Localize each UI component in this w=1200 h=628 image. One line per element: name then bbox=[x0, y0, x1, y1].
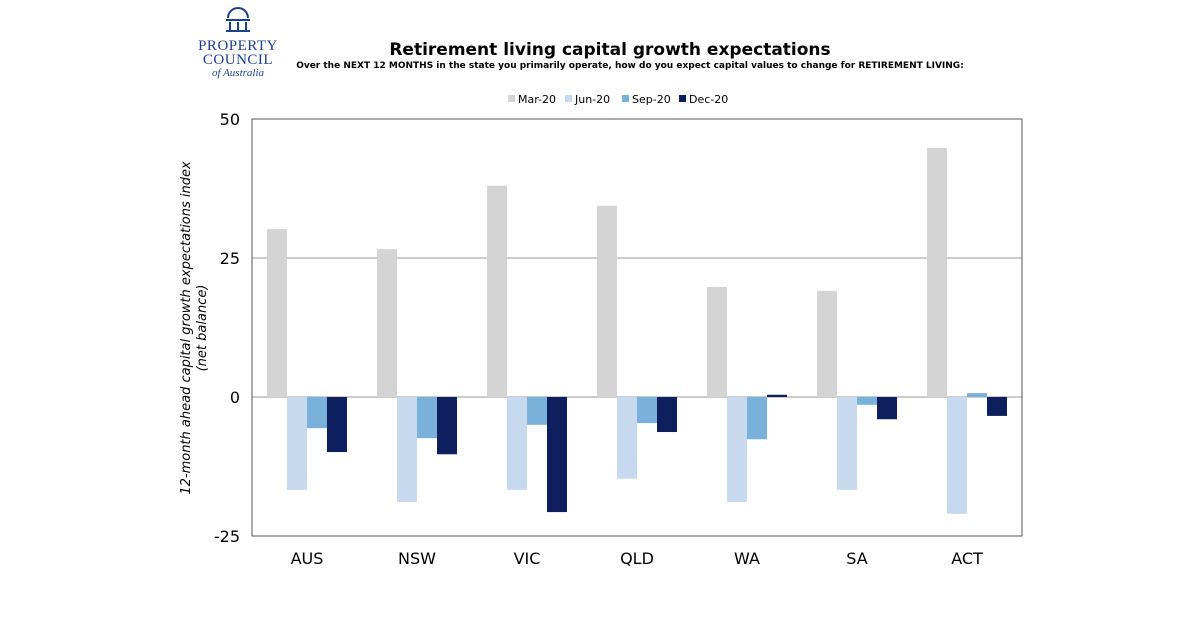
bar-nsw-dec-20 bbox=[437, 397, 457, 455]
plot-area-border bbox=[251, 118, 1023, 537]
legend-label: Sep-20 bbox=[632, 93, 671, 106]
bar-vic-sep-20 bbox=[527, 397, 547, 425]
y-tick-label: 0 bbox=[230, 388, 240, 407]
x-tick-label: AUS bbox=[291, 549, 324, 568]
logo-line3: of Australia bbox=[211, 67, 265, 79]
y-axis-label-line: 12-month ahead capital growth expectatio… bbox=[179, 161, 194, 495]
bar-aus-sep-20 bbox=[307, 397, 327, 429]
chart-subtitle: Over the NEXT 12 MONTHS in the state you… bbox=[296, 61, 964, 71]
legend-swatch bbox=[508, 95, 515, 102]
bar-act-sep-20 bbox=[967, 393, 987, 397]
x-tick-label: SA bbox=[846, 549, 867, 568]
y-tick-label: 25 bbox=[220, 249, 240, 268]
bar-nsw-jun-20 bbox=[397, 397, 417, 503]
bar-aus-dec-20 bbox=[327, 397, 347, 453]
bar-vic-dec-20 bbox=[547, 397, 567, 513]
bar-nsw-sep-20 bbox=[417, 397, 437, 439]
y-tick-label: -25 bbox=[214, 527, 240, 546]
bar-vic-jun-20 bbox=[507, 397, 527, 490]
legend-label: Dec-20 bbox=[689, 93, 728, 106]
bar-act-dec-20 bbox=[987, 397, 1007, 416]
legend-swatch bbox=[622, 95, 629, 102]
x-tick-label: ACT bbox=[951, 549, 983, 568]
bar-sa-sep-20 bbox=[857, 397, 877, 405]
legend-label: Jun-20 bbox=[574, 93, 610, 106]
bar-sa-dec-20 bbox=[877, 397, 897, 420]
bar-wa-mar-20 bbox=[707, 286, 727, 397]
bar-wa-dec-20 bbox=[767, 394, 787, 397]
bar-nsw-mar-20 bbox=[377, 249, 397, 397]
bar-aus-mar-20 bbox=[267, 229, 287, 397]
x-tick-label: WA bbox=[734, 549, 760, 568]
logo-line2: COUNCIL bbox=[202, 52, 274, 68]
y-axis-label-line: (net balance) bbox=[195, 285, 210, 372]
y-axis-label: 12-month ahead capital growth expectatio… bbox=[179, 161, 210, 495]
x-tick-label: QLD bbox=[620, 549, 654, 568]
legend-label: Mar-20 bbox=[518, 93, 556, 106]
building-icon bbox=[226, 7, 250, 32]
bar-qld-sep-20 bbox=[637, 397, 657, 424]
bar-act-mar-20 bbox=[927, 147, 947, 397]
bar-aus-jun-20 bbox=[287, 397, 307, 490]
bar-sa-mar-20 bbox=[817, 290, 837, 397]
bar-qld-dec-20 bbox=[657, 397, 677, 433]
bar-sa-jun-20 bbox=[837, 397, 857, 490]
property-council-logo: PROPERTY COUNCIL of Australia bbox=[188, 4, 288, 79]
bar-qld-jun-20 bbox=[617, 397, 637, 479]
chart-title: Retirement living capital growth expecta… bbox=[389, 40, 831, 60]
legend-swatch bbox=[679, 95, 686, 102]
y-tick-label: 50 bbox=[220, 110, 240, 129]
logo-line1: PROPERTY bbox=[198, 38, 278, 54]
bar-wa-sep-20 bbox=[747, 397, 767, 440]
x-tick-label: NSW bbox=[398, 549, 436, 568]
bar-act-jun-20 bbox=[947, 397, 967, 514]
bar-vic-mar-20 bbox=[487, 185, 507, 397]
bar-qld-mar-20 bbox=[597, 205, 617, 397]
legend-swatch bbox=[565, 95, 572, 102]
x-tick-label: VIC bbox=[514, 549, 541, 568]
bar-wa-jun-20 bbox=[727, 397, 747, 503]
